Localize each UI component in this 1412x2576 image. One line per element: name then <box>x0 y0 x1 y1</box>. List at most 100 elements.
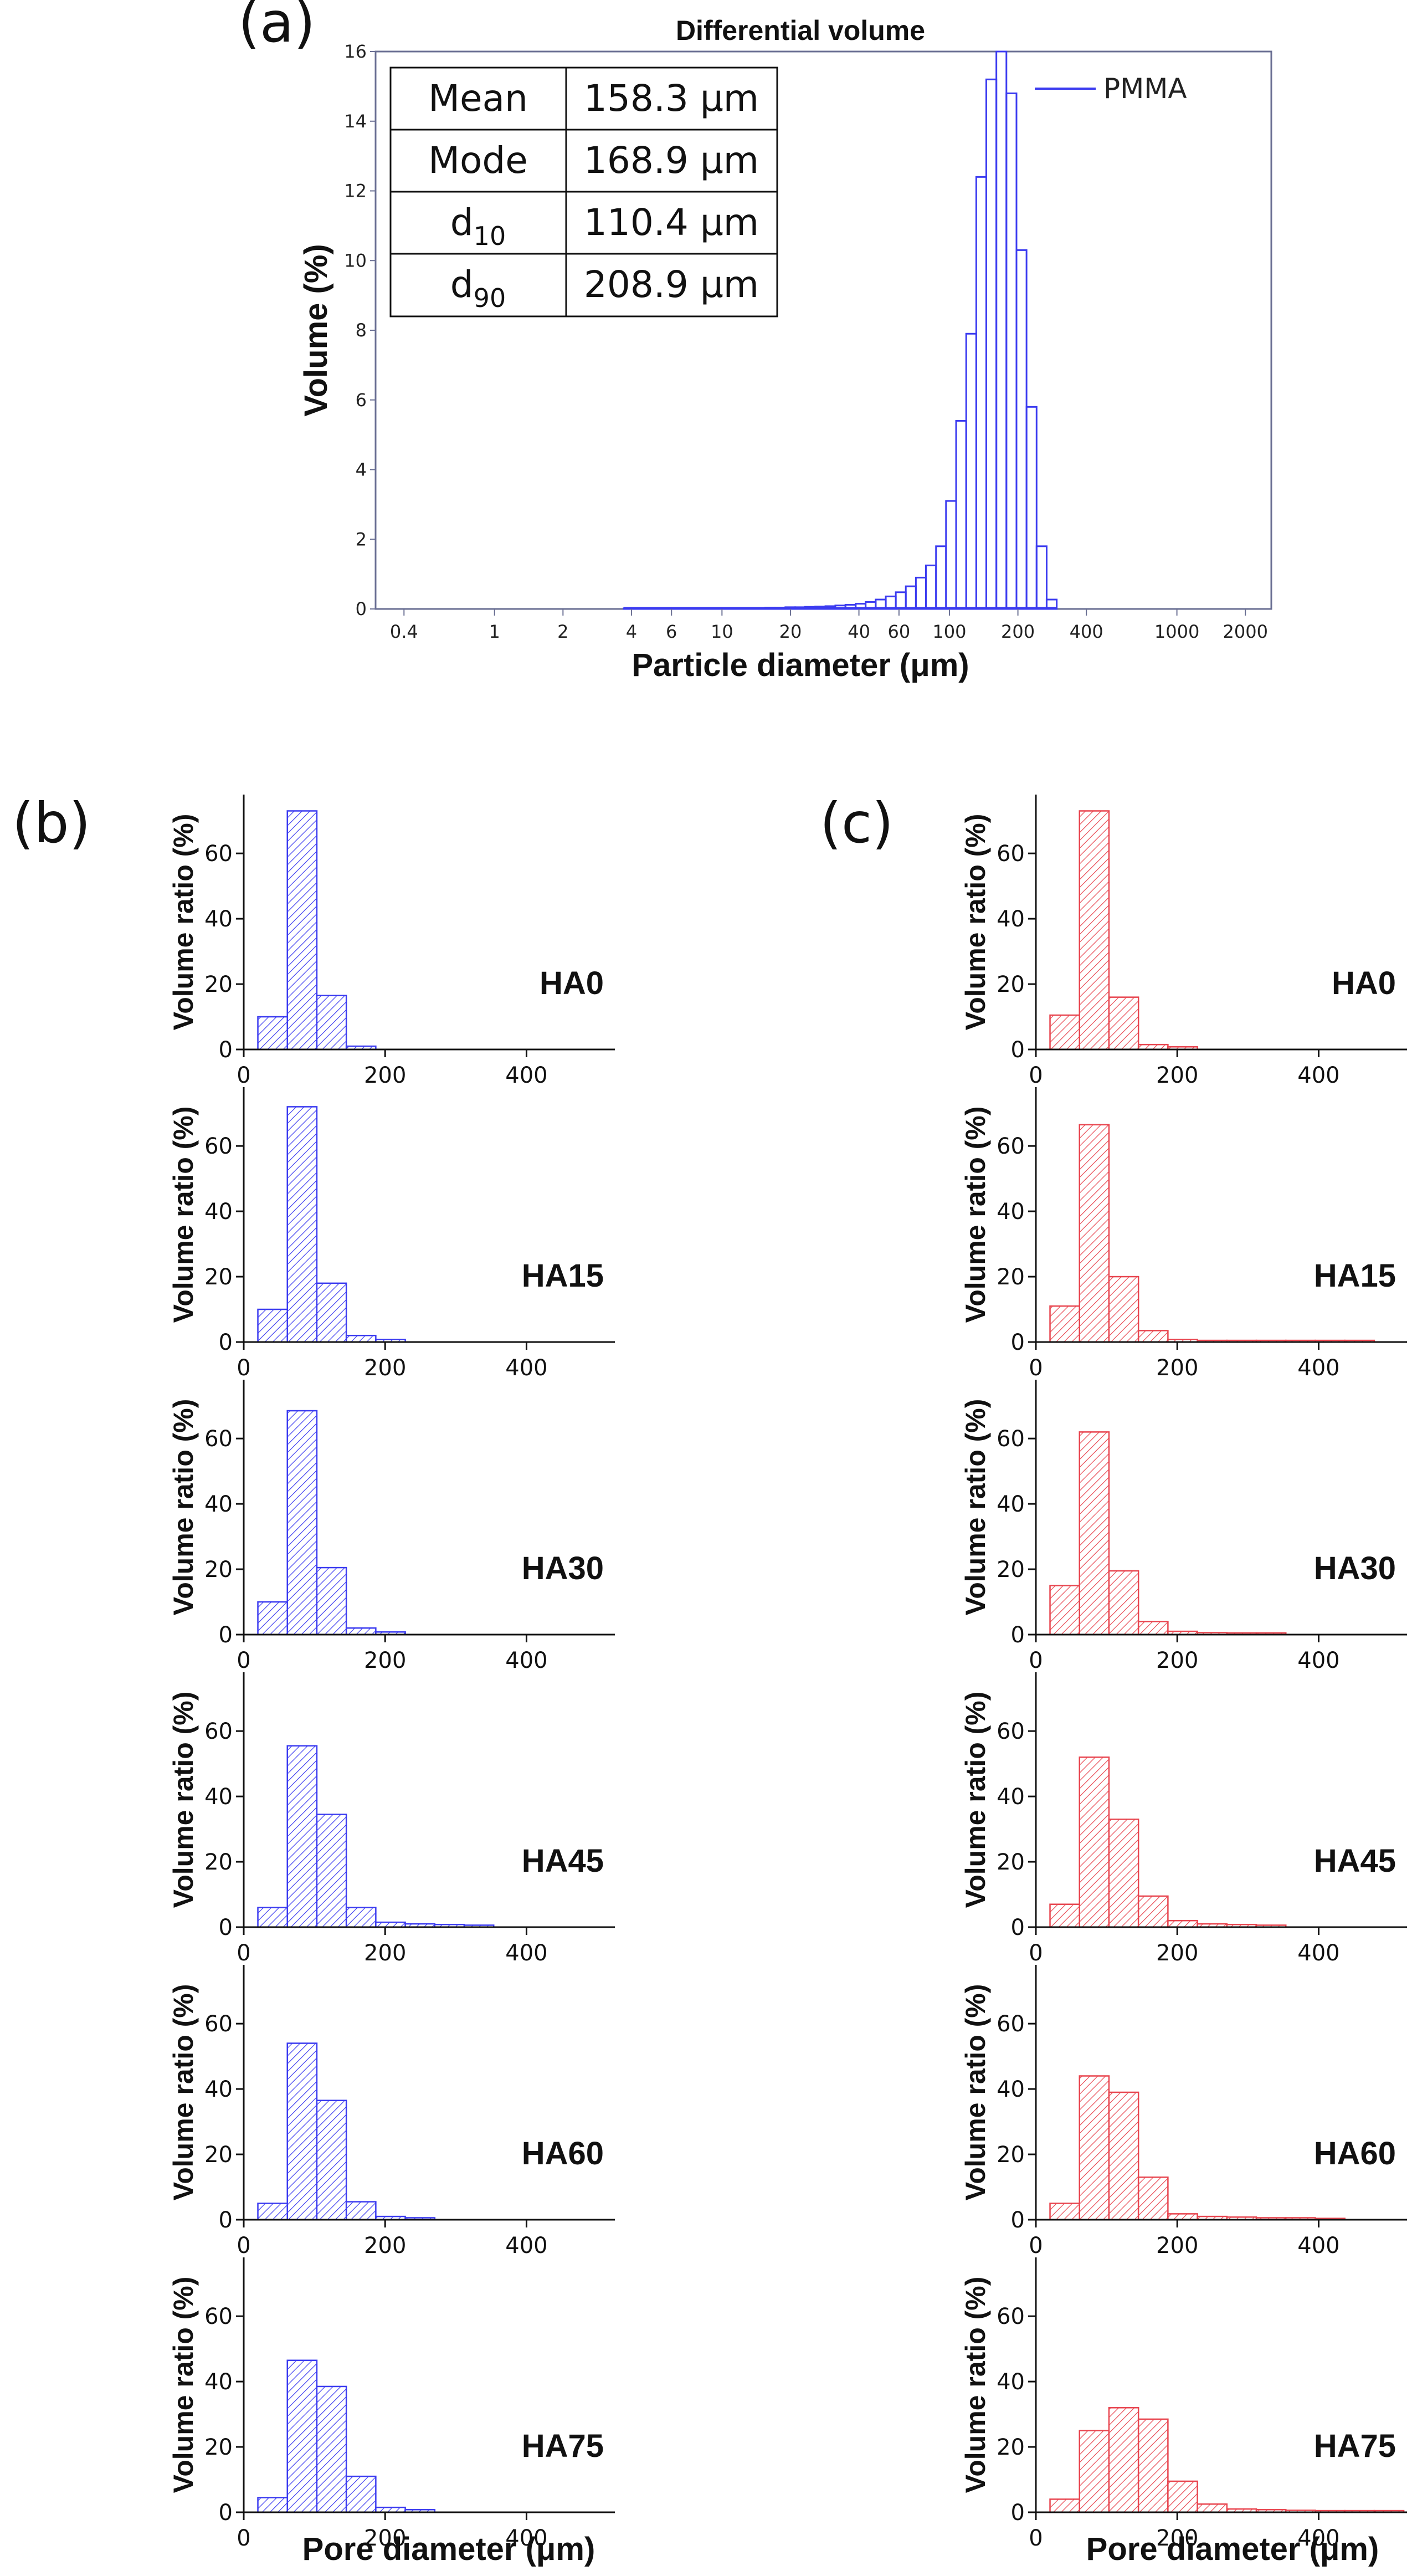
y-tick-label: 0 <box>219 2500 233 2526</box>
y-axis-label: Volume ratio (%) <box>960 1984 991 2201</box>
bar-ha15-1 <box>1079 1124 1110 1343</box>
sample-label-ha60: HA60 <box>522 2135 604 2172</box>
stats-label-3: d90 <box>450 263 506 313</box>
panel-c-x-axis-label: Pore diameter (μm) <box>1086 2531 1379 2567</box>
histogram-bar-38 <box>1005 92 1018 610</box>
x-tick-label: 40 <box>848 621 870 642</box>
y-tick-label: 60 <box>204 841 233 867</box>
y-tick-label: 20 <box>997 1850 1025 1875</box>
x-tick-label: 400 <box>1297 1063 1339 1088</box>
bar-ha45-1 <box>286 1745 318 1928</box>
y-axis-label: Volume ratio (%) <box>960 1107 991 1323</box>
histogram-bar-29 <box>915 576 927 610</box>
bar-ha15-0 <box>257 1308 288 1343</box>
sample-label-ha15: HA15 <box>1314 1258 1396 1294</box>
x-tick-label: 1 <box>489 621 500 642</box>
subchart-ha75: 0 20 40 60 0 200 400 HA75 Volume ratio (%) <box>960 2257 1407 2551</box>
x-tick-label: 2 <box>557 621 568 642</box>
bar-ha15-3 <box>1137 1330 1169 1343</box>
subchart-ha45: 0 20 40 60 0 200 400 HA45 Volume ratio (%) <box>960 1672 1407 1966</box>
y-tick-label: 40 <box>204 2077 233 2102</box>
bar-ha45-0 <box>1049 1903 1080 1928</box>
sample-label-ha45: HA45 <box>522 1843 604 1879</box>
y-axis-label: Volume ratio (%) <box>168 2277 199 2493</box>
histogram-bar-35 <box>975 176 987 610</box>
bar-ha45-3 <box>345 1907 377 1928</box>
sample-label-ha75: HA75 <box>1314 2428 1396 2464</box>
sample-label-ha0: HA0 <box>1332 965 1396 1001</box>
x-tick-label: 400 <box>1297 2233 1339 2259</box>
bar-ha60-3 <box>1137 2176 1169 2221</box>
y-axis-label: Volume ratio (%) <box>168 1399 199 1616</box>
bar-ha60-1 <box>286 2042 318 2221</box>
y-tick-label: 12 <box>344 181 367 202</box>
y-tick-label: 2 <box>356 529 367 550</box>
x-tick-label: 200 <box>1156 1063 1198 1088</box>
histogram-bar-34 <box>965 332 977 610</box>
bar-ha15-2 <box>316 1282 347 1343</box>
y-tick-label: 40 <box>997 2369 1025 2395</box>
y-axis-label: Volume ratio (%) <box>168 1107 199 1323</box>
bar-ha75-0 <box>257 2497 288 2513</box>
y-tick-label: 60 <box>997 841 1025 867</box>
bar-ha15-3 <box>345 1334 377 1343</box>
subchart-ha30: 0 20 40 60 0 200 400 HA30 Volume ratio (%) <box>960 1380 1407 1673</box>
x-tick-label: 1000 <box>1154 621 1199 642</box>
chart-a-x-ticks: 0.4 1 2 4 6 10 20 40 60 100 200 400 1000 2000 <box>390 609 1268 642</box>
x-tick-label: 60 <box>888 621 911 642</box>
y-tick-label: 10 <box>344 250 367 271</box>
y-tick-label: 20 <box>204 1264 233 1290</box>
stats-value-2: 110.4 μm <box>584 201 759 244</box>
x-tick-label: 400 <box>505 1355 547 1381</box>
sample-label-ha30: HA30 <box>522 1550 604 1586</box>
y-tick-label: 0 <box>1011 1915 1025 1940</box>
x-tick-label: 200 <box>1001 621 1035 642</box>
y-tick-label: 20 <box>204 1850 233 1875</box>
y-tick-label: 0 <box>219 1915 233 1940</box>
y-tick-label: 0 <box>1011 1037 1025 1063</box>
stats-value-0: 158.3 μm <box>584 77 759 120</box>
bar-ha45-2 <box>1108 1819 1139 1928</box>
y-tick-label: 40 <box>204 1199 233 1225</box>
y-tick-label: 40 <box>204 1492 233 1517</box>
x-tick-label: 0.4 <box>390 621 418 642</box>
y-tick-label: 60 <box>204 2011 233 2037</box>
bar-ha75-0 <box>1049 2498 1080 2513</box>
y-tick-label: 0 <box>219 1330 233 1355</box>
y-tick-label: 40 <box>997 2077 1025 2102</box>
y-tick-label: 0 <box>219 2208 233 2233</box>
bar-ha0-0 <box>1049 1014 1080 1051</box>
y-tick-label: 60 <box>204 1719 233 1744</box>
chart-a-title: Differential volume <box>676 15 925 46</box>
y-tick-label: 60 <box>204 1426 233 1452</box>
y-tick-label: 60 <box>997 2304 1025 2329</box>
x-tick-label: 0 <box>237 2526 250 2551</box>
y-tick-label: 40 <box>204 907 233 932</box>
bar-ha45-4 <box>1167 1919 1198 1928</box>
bar-ha15-2 <box>1108 1276 1139 1343</box>
y-tick-label: 0 <box>219 1037 233 1063</box>
x-tick-label: 200 <box>1156 2233 1198 2259</box>
panel-letter-a: (a) <box>238 0 315 55</box>
x-tick-label: 10 <box>711 621 733 642</box>
bar-ha0-1 <box>1079 810 1110 1051</box>
bar-ha30-2 <box>1108 1570 1139 1636</box>
x-tick-label: 200 <box>364 2233 406 2259</box>
histogram-bar-31 <box>935 545 947 610</box>
x-tick-label: 200 <box>364 2526 406 2551</box>
sample-label-ha75: HA75 <box>522 2428 604 2464</box>
y-tick-label: 0 <box>1011 2208 1025 2233</box>
x-tick-label: 400 <box>505 1063 547 1088</box>
panel-b-x-axis-label: Pore diameter (μm) <box>302 2531 595 2567</box>
sample-label-ha15: HA15 <box>522 1258 604 1294</box>
y-tick-label: 0 <box>356 598 367 619</box>
histogram-bar-42 <box>1045 598 1058 610</box>
x-tick-label: 400 <box>505 1940 547 1966</box>
subchart-ha75: 0 20 40 60 0 200 400 HA75 Volume ratio (%) <box>168 2257 615 2551</box>
x-tick-label: 0 <box>1029 2233 1043 2259</box>
y-axis-label: Volume ratio (%) <box>960 2277 991 2493</box>
subchart-ha60: 0 20 40 60 0 200 400 HA60 Volume ratio (%) <box>960 1965 1407 2259</box>
subchart-ha45: 0 20 40 60 0 200 400 HA45 Volume ratio (%) <box>168 1672 615 1966</box>
x-tick-label: 0 <box>1029 1648 1043 1673</box>
y-axis-label: Volume ratio (%) <box>960 814 991 1031</box>
